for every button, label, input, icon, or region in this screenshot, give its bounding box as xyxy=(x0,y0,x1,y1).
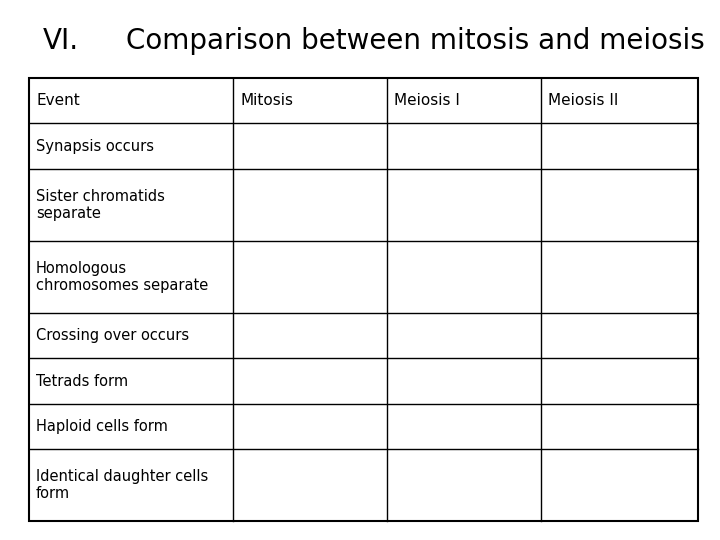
Text: Comparison between mitosis and meiosis: Comparison between mitosis and meiosis xyxy=(126,27,705,55)
Text: Mitosis: Mitosis xyxy=(240,93,293,109)
Text: Meiosis II: Meiosis II xyxy=(548,93,618,109)
Text: Meiosis I: Meiosis I xyxy=(395,93,460,109)
Text: Synapsis occurs: Synapsis occurs xyxy=(36,139,154,153)
Text: Haploid cells form: Haploid cells form xyxy=(36,418,168,434)
Text: Sister chromatids
separate: Sister chromatids separate xyxy=(36,188,165,221)
Text: VI.: VI. xyxy=(43,27,79,55)
Bar xyxy=(29,78,698,521)
Text: Identical daughter cells
form: Identical daughter cells form xyxy=(36,469,208,501)
Text: Event: Event xyxy=(36,93,80,109)
Text: Homologous
chromosomes separate: Homologous chromosomes separate xyxy=(36,261,208,293)
Text: Tetrads form: Tetrads form xyxy=(36,374,128,389)
Text: Crossing over occurs: Crossing over occurs xyxy=(36,328,189,343)
